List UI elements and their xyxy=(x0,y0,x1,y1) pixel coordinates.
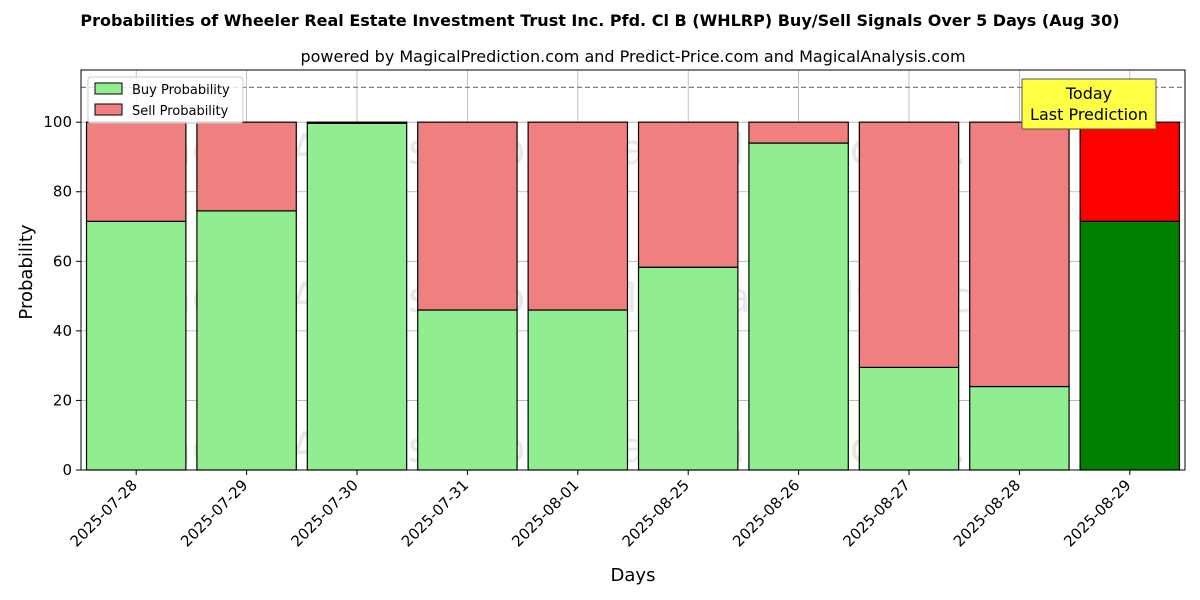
today-annotation: Today Last Prediction xyxy=(1021,78,1157,130)
y-tick-label: 100 xyxy=(43,113,72,131)
x-tick-label: 2025-07-30 xyxy=(287,476,361,550)
bar-sell-2025-07-29 xyxy=(196,121,297,212)
legend-box xyxy=(87,76,244,124)
annotation-box xyxy=(1021,78,1157,130)
bar-buy-2025-08-28 xyxy=(969,385,1070,471)
bar-buy-2025-08-26 xyxy=(748,142,849,471)
bar-buy-2025-08-25 xyxy=(637,266,739,471)
y-tick-label: 60 xyxy=(53,252,72,270)
bar-buy-2025-07-28 xyxy=(85,220,187,471)
bar-buy-2025-07-30 xyxy=(306,122,408,471)
x-tick-label: 2025-08-26 xyxy=(729,476,803,550)
x-tick-label: 2025-08-01 xyxy=(508,476,582,550)
bar-sell-2025-08-26 xyxy=(748,121,849,144)
bar-sell-2025-07-31 xyxy=(417,121,518,311)
annotation-line-2: Last Prediction xyxy=(1030,105,1148,124)
legend-swatch-buy xyxy=(94,82,123,95)
bars-layer xyxy=(85,121,1181,471)
x-tick-label: 2025-07-31 xyxy=(398,476,472,550)
annotation-line-1: Today xyxy=(1065,84,1112,103)
legend-label-sell: Sell Probability xyxy=(132,104,229,119)
chart-title: Probabilities of Wheeler Real Estate Inv… xyxy=(80,11,1119,30)
x-tick-label: 2025-07-28 xyxy=(67,476,141,550)
y-tick-label: 20 xyxy=(53,391,72,409)
x-tick-label: 2025-08-27 xyxy=(839,476,913,550)
bar-buy-2025-07-31 xyxy=(417,309,518,471)
bar-sell-2025-07-28 xyxy=(85,121,187,222)
bar-buy-2025-08-01 xyxy=(527,309,629,471)
bar-buy-2025-08-27 xyxy=(858,366,960,471)
bar-buy-2025-07-29 xyxy=(196,210,297,471)
x-axis-label: Days xyxy=(611,565,656,586)
legend-swatch-sell xyxy=(94,103,123,116)
bar-sell-2025-08-01 xyxy=(527,121,629,311)
y-tick-label: 80 xyxy=(53,183,72,201)
bar-sell-2025-07-30 xyxy=(306,121,408,124)
y-tick-label: 0 xyxy=(62,461,72,479)
x-tick-label: 2025-08-28 xyxy=(950,476,1024,550)
y-tick-label: 40 xyxy=(53,322,72,340)
chart-subtitle: powered by MagicalPrediction.com and Pre… xyxy=(300,47,965,66)
legend-label-buy: Buy Probability xyxy=(132,83,230,98)
y-axis-label: Probability xyxy=(16,224,37,319)
bar-buy-2025-08-29 xyxy=(1079,220,1181,471)
plot-frame xyxy=(80,69,1186,471)
y-axis-ticks: 0 20 40 60 80 100 xyxy=(43,113,81,479)
bar-sell-2025-08-29 xyxy=(1079,121,1181,222)
x-tick-label: 2025-08-25 xyxy=(619,476,693,550)
x-tick-label: 2025-07-29 xyxy=(177,476,251,550)
bar-sell-2025-08-28 xyxy=(969,121,1070,388)
x-tick-label: 2025-08-29 xyxy=(1060,476,1134,550)
bar-sell-2025-08-25 xyxy=(637,121,739,268)
legend: Buy Probability Sell Probability xyxy=(87,76,244,124)
x-axis-ticks: 2025-07-28 2025-07-29 2025-07-30 2025-07-31… xyxy=(67,470,1135,550)
bar-sell-2025-08-27 xyxy=(858,121,960,368)
